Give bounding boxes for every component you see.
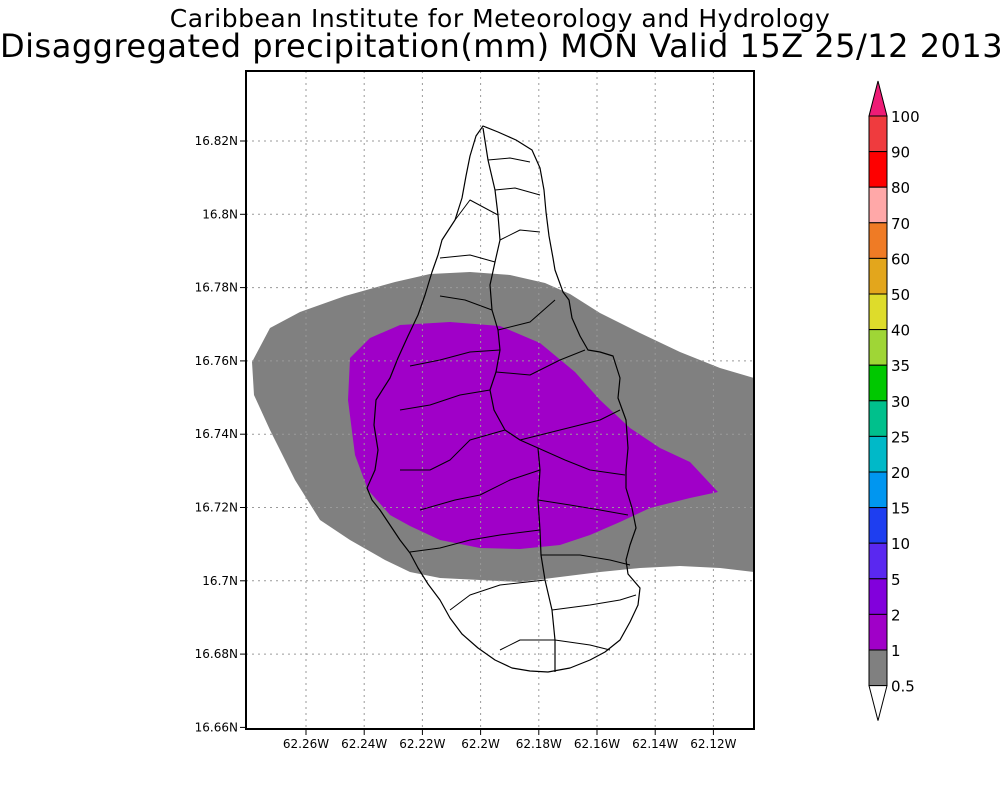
colorbar-segment bbox=[868, 507, 888, 544]
watershed-divide bbox=[482, 127, 556, 672]
colorbar-segment bbox=[868, 649, 888, 687]
y-tick-label: 16.8N bbox=[202, 207, 238, 221]
y-tick-label: 16.7N bbox=[202, 574, 238, 588]
x-tick-label: 62.2W bbox=[461, 737, 500, 751]
colorbar-segment bbox=[868, 186, 888, 224]
y-tick-label: 16.66N bbox=[195, 720, 238, 734]
colorbar-segment bbox=[868, 222, 888, 259]
x-tick-label: 62.16W bbox=[574, 737, 620, 751]
watershed-branches bbox=[399, 157, 637, 651]
y-axis: 16.82N 16.8N 16.78N 16.76N 16.74N 16.72N 16.7N… bbox=[195, 134, 246, 734]
x-tick-label: 62.12W bbox=[690, 737, 736, 751]
colorbar-label: 15 bbox=[891, 500, 910, 518]
colorbar-label: 100 bbox=[891, 108, 920, 126]
y-tick-label: 16.76N bbox=[195, 354, 238, 368]
colorbar-label: 10 bbox=[891, 535, 910, 553]
x-tick-label: 62.24W bbox=[341, 737, 387, 751]
plot-frame bbox=[245, 70, 755, 730]
colorbar-label: 30 bbox=[891, 393, 910, 411]
colorbar-label: 80 bbox=[891, 179, 910, 197]
colorbar-label: 90 bbox=[891, 144, 910, 162]
colorbar-segment bbox=[868, 151, 888, 188]
colorbar-label: 1 bbox=[891, 642, 901, 660]
colorbar-label: 25 bbox=[891, 428, 910, 446]
y-tick-label: 16.82N bbox=[195, 134, 238, 148]
colorbar-top-arrow bbox=[868, 80, 888, 117]
colorbar-segment bbox=[868, 471, 888, 509]
colorbar-segment bbox=[868, 293, 888, 331]
colorbar-segment bbox=[868, 115, 888, 153]
island-outline bbox=[366, 125, 641, 673]
colorbar-segment bbox=[868, 329, 888, 366]
grid-lines bbox=[246, 71, 754, 729]
island-coastline bbox=[366, 125, 641, 673]
x-tick-label: 62.18W bbox=[516, 737, 562, 751]
colorbar-bottom-arrow bbox=[868, 685, 888, 721]
colorbar-label: 70 bbox=[891, 215, 910, 233]
y-tick-label: 16.72N bbox=[195, 501, 238, 515]
colorbar-segment bbox=[868, 613, 888, 651]
colorbar-label: 5 bbox=[891, 571, 901, 589]
y-tick-label: 16.74N bbox=[195, 427, 238, 441]
colorbar-label: 35 bbox=[891, 357, 910, 375]
colorbar-label: 50 bbox=[891, 286, 910, 304]
x-tick-label: 62.22W bbox=[399, 737, 445, 751]
colorbar-segment bbox=[868, 435, 888, 473]
x-tick-label: 62.14W bbox=[632, 737, 678, 751]
title-institute: Caribbean Institute for Meteorology and … bbox=[169, 4, 831, 33]
colorbar: 100 90 80 70 60 50 40 35 30 25 20 15 10 5 2 1 0.5 bbox=[868, 80, 920, 721]
colorbar-label: 60 bbox=[891, 250, 910, 268]
y-tick-label: 16.68N bbox=[195, 647, 238, 661]
title-product: Disaggregated precipitation(mm) MON Vali… bbox=[0, 27, 1000, 65]
colorbar-segment bbox=[868, 364, 888, 402]
colorbar-label: 0.5 bbox=[891, 678, 915, 696]
colorbar-segment bbox=[868, 257, 888, 295]
colorbar-label: 2 bbox=[891, 606, 901, 624]
x-axis: 62.26W 62.24W 62.22W 62.2W 62.18W 62.16W 62.14… bbox=[283, 729, 737, 751]
colorbar-label: 20 bbox=[891, 464, 910, 482]
precip-region-2-5mm bbox=[348, 322, 718, 549]
colorbar-segment bbox=[868, 542, 888, 580]
colorbar-segment bbox=[868, 400, 888, 437]
y-tick-label: 16.78N bbox=[195, 281, 238, 295]
colorbar-segment bbox=[868, 578, 888, 615]
x-tick-label: 62.26W bbox=[283, 737, 329, 751]
colorbar-label: 40 bbox=[891, 322, 910, 340]
